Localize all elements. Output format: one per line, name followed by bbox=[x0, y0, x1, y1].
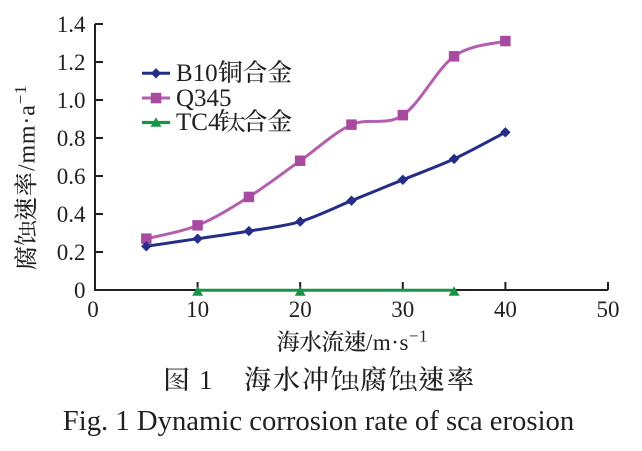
svg-text:0.6: 0.6 bbox=[57, 164, 86, 189]
svg-text:0.8: 0.8 bbox=[57, 126, 86, 151]
svg-text:20: 20 bbox=[289, 297, 312, 322]
svg-text:30: 30 bbox=[391, 297, 414, 322]
svg-text:1.4: 1.4 bbox=[57, 12, 86, 37]
svg-text:0.4: 0.4 bbox=[57, 202, 86, 227]
svg-text:1.2: 1.2 bbox=[57, 50, 86, 75]
svg-text:50: 50 bbox=[597, 297, 620, 322]
svg-text:40: 40 bbox=[494, 297, 517, 322]
svg-text:Q345: Q345 bbox=[176, 85, 232, 112]
svg-text:Fig. 1 Dynamic corrosion rate: Fig. 1 Dynamic corrosion rate of sca ero… bbox=[63, 405, 574, 437]
svg-text:10: 10 bbox=[186, 297, 209, 322]
svg-text:1.0: 1.0 bbox=[57, 88, 86, 113]
svg-text:0.2: 0.2 bbox=[57, 240, 86, 265]
svg-text:0: 0 bbox=[87, 297, 99, 322]
svg-text:B10: B10 bbox=[176, 60, 218, 87]
svg-text:1: 1 bbox=[199, 365, 213, 395]
svg-text:TC4: TC4 bbox=[176, 109, 221, 136]
svg-text:0: 0 bbox=[74, 278, 86, 303]
